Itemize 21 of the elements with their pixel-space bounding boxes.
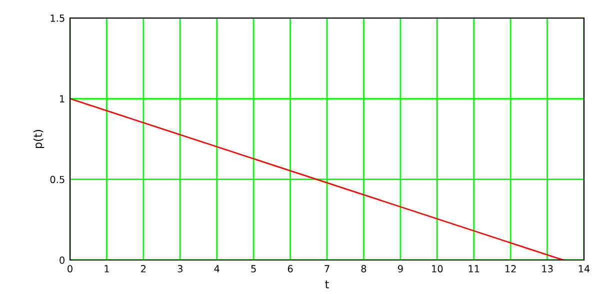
x-tick-label: 2 <box>141 265 146 272</box>
y-axis-title: p(t) <box>33 130 44 148</box>
x-tick-label: 8 <box>361 265 366 272</box>
x-tick-label: 1 <box>104 265 109 272</box>
x-tick-label: 0 <box>68 265 72 272</box>
x-tick-label: 14 <box>578 265 590 272</box>
x-tick-label: 11 <box>468 265 480 272</box>
x-axis-title: t <box>325 280 329 288</box>
x-tick-label: 12 <box>505 265 516 272</box>
x-tick-label: 3 <box>178 265 182 272</box>
x-tick-label: 6 <box>288 265 293 272</box>
x-tick-label: 5 <box>251 265 256 272</box>
y-tick-label: 1 <box>60 95 64 102</box>
x-tick-label: 9 <box>398 265 403 272</box>
x-tick-label: 10 <box>432 265 443 272</box>
y-tick-label: 0.5 <box>50 176 64 184</box>
y-tick-label: 1.5 <box>50 14 64 22</box>
y-tick-label: 0 <box>60 256 64 264</box>
x-tick-label: 13 <box>542 265 553 272</box>
x-tick-label: 7 <box>324 265 330 272</box>
x-tick-label: 4 <box>214 265 220 272</box>
